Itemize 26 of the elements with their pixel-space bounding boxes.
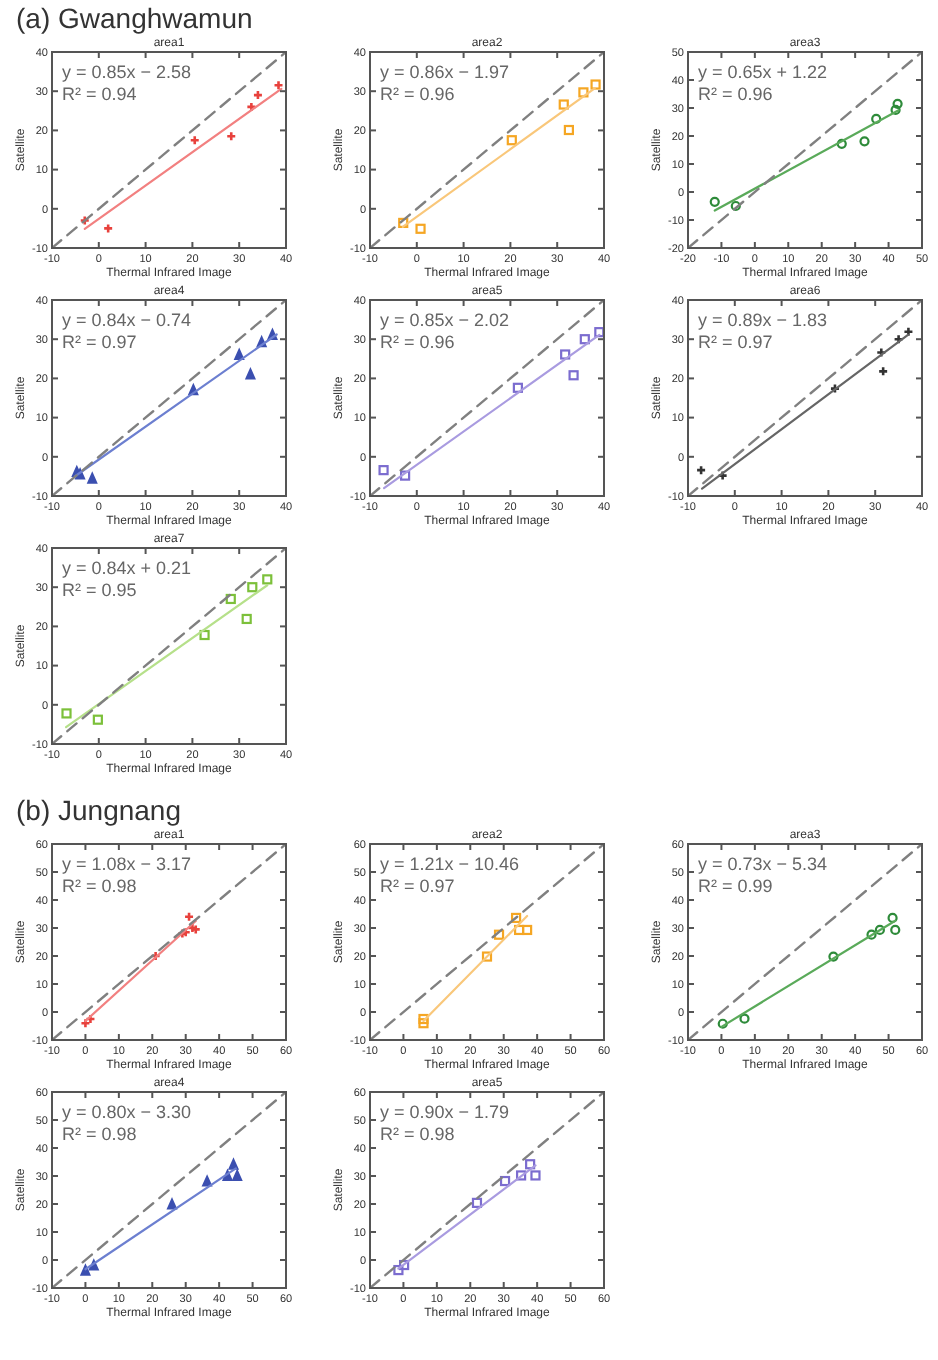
annotation: R² = 0.98 bbox=[380, 1124, 455, 1144]
annotation: R² = 0.96 bbox=[380, 332, 455, 352]
annotation: y = 0.86x − 1.97 bbox=[380, 62, 510, 82]
annotation: y = 0.80x − 3.30 bbox=[62, 1102, 192, 1122]
annotation: R² = 0.95 bbox=[62, 580, 137, 600]
annotation: y = 0.84x − 0.74 bbox=[62, 310, 192, 330]
chart-subtitle: (b) Jungnang bbox=[16, 794, 182, 826]
annotation: y = 0.90x − 1.79 bbox=[380, 1102, 510, 1122]
annotation: R² = 0.97 bbox=[698, 332, 773, 352]
annotation: R² = 0.98 bbox=[62, 1124, 137, 1144]
annotation: R² = 0.94 bbox=[62, 84, 137, 104]
annotation: R² = 0.98 bbox=[62, 876, 137, 896]
annotation: y = 0.85x − 2.02 bbox=[380, 310, 510, 330]
annotation: R² = 0.96 bbox=[380, 84, 455, 104]
annotation: y = 0.73x − 5.34 bbox=[698, 854, 828, 874]
annotation: y = 1.08x − 3.17 bbox=[62, 854, 192, 874]
annotation: y = 1.21x − 10.46 bbox=[380, 854, 520, 874]
annotation: y = 0.89x − 1.83 bbox=[698, 310, 828, 330]
annotation: R² = 0.97 bbox=[380, 876, 455, 896]
chart-subtitle: (a) Gwanghwamun bbox=[16, 2, 253, 34]
annotation: y = 0.85x − 2.58 bbox=[62, 62, 192, 82]
annotation: R² = 0.97 bbox=[62, 332, 137, 352]
annotation: y = 0.84x + 0.21 bbox=[62, 558, 192, 578]
annotation: y = 0.65x + 1.22 bbox=[698, 62, 828, 82]
annotation: R² = 0.99 bbox=[698, 876, 773, 896]
annotation: R² = 0.96 bbox=[698, 84, 773, 104]
